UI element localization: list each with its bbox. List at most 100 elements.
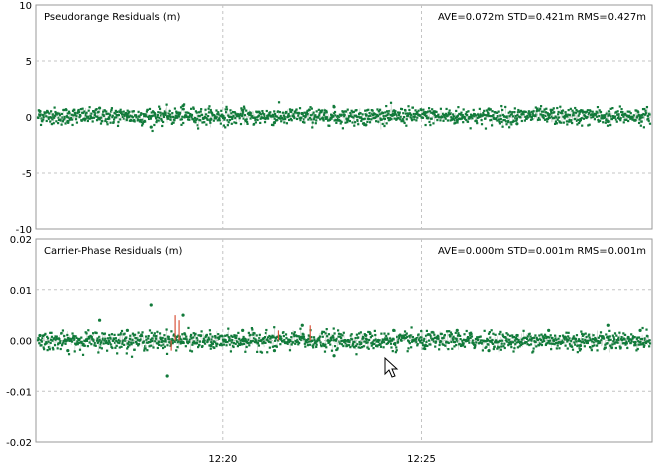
residual-point [286,122,288,124]
residual-point [437,336,439,338]
residual-point [617,342,619,344]
residual-point [449,109,451,111]
residual-point [62,329,64,331]
residual-point [244,351,246,353]
residual-point [124,333,126,335]
residual-point [313,336,315,338]
residual-point [509,111,511,113]
residual-point [245,110,247,112]
residual-point [204,109,206,111]
residual-point [372,110,374,112]
residual-point [191,114,193,116]
residual-point [209,344,212,347]
residual-point [513,347,515,349]
residual-point [295,108,297,110]
residual-point [89,106,91,108]
residual-point [618,332,620,334]
residual-point [527,116,529,118]
residual-point [351,333,353,335]
residual-point [104,333,106,335]
y-tick-label: 0 [26,113,32,124]
x-tick-label: 12:25 [407,454,436,465]
residual-point [633,114,635,116]
residual-point [556,122,558,124]
residual-point [128,341,130,343]
residual-point [480,119,482,121]
residual-point [272,124,274,126]
residual-point [63,335,65,337]
residual-point [420,109,422,111]
residual-point [173,119,175,121]
residual-point [412,336,414,338]
residual-point [498,346,500,348]
residual-point [57,122,59,124]
residual-point [92,120,94,122]
residual-point [390,343,392,345]
residual-point [96,119,98,121]
residual-point [389,337,391,339]
residual-point [406,332,408,334]
residual-point [438,344,440,346]
residual-point [487,349,490,352]
residual-point [126,114,129,117]
residual-point [581,117,583,119]
residual-point [325,346,327,348]
residual-point [196,118,198,120]
residual-point [471,117,473,119]
residual-point [535,345,537,347]
residual-point [505,123,507,125]
residual-point [604,116,606,118]
residual-point [513,111,515,113]
residual-point [529,333,531,335]
residual-point [395,346,397,348]
residual-point [213,120,215,122]
residual-point [332,335,334,337]
residual-point [403,116,405,118]
residual-point [607,120,610,123]
residual-point [456,119,459,122]
residual-point [323,119,325,121]
residual-point [335,122,337,124]
residual-point [491,110,493,112]
residual-point [590,338,592,340]
residual-point [405,125,407,127]
residual-point [112,115,114,117]
residual-point [206,334,208,336]
residual-point [267,118,269,120]
residual-point [511,111,513,113]
residual-point [298,342,300,344]
x-tick-label: 12:20 [208,454,237,465]
residual-point [168,336,170,338]
residual-point [209,118,212,121]
residual-point [103,342,105,344]
residual-point [368,112,370,114]
residual-point [208,105,210,107]
y-tick-label: 10 [19,1,32,12]
residual-point [530,339,532,341]
residual-point [68,112,70,114]
residual-point [330,339,332,341]
residual-point [596,345,598,347]
residual-point [579,344,582,347]
residual-point [47,349,49,351]
residual-point [158,344,160,346]
residual-point [565,336,567,338]
residual-point [64,122,66,124]
residual-point [107,337,109,339]
residual-point [390,118,392,120]
residual-point [52,113,54,115]
residual-point [207,115,209,117]
residual-point [534,334,536,336]
residual-point [104,338,106,340]
residual-point [349,346,351,348]
residual-point [205,113,207,115]
residual-point [294,331,296,333]
residual-point [492,333,494,335]
residual-point [115,337,117,339]
residual-point [399,118,401,120]
residual-point [518,339,520,341]
residual-point [76,121,78,123]
residual-point [49,120,51,122]
residual-point [154,332,156,334]
residual-point [555,339,557,341]
